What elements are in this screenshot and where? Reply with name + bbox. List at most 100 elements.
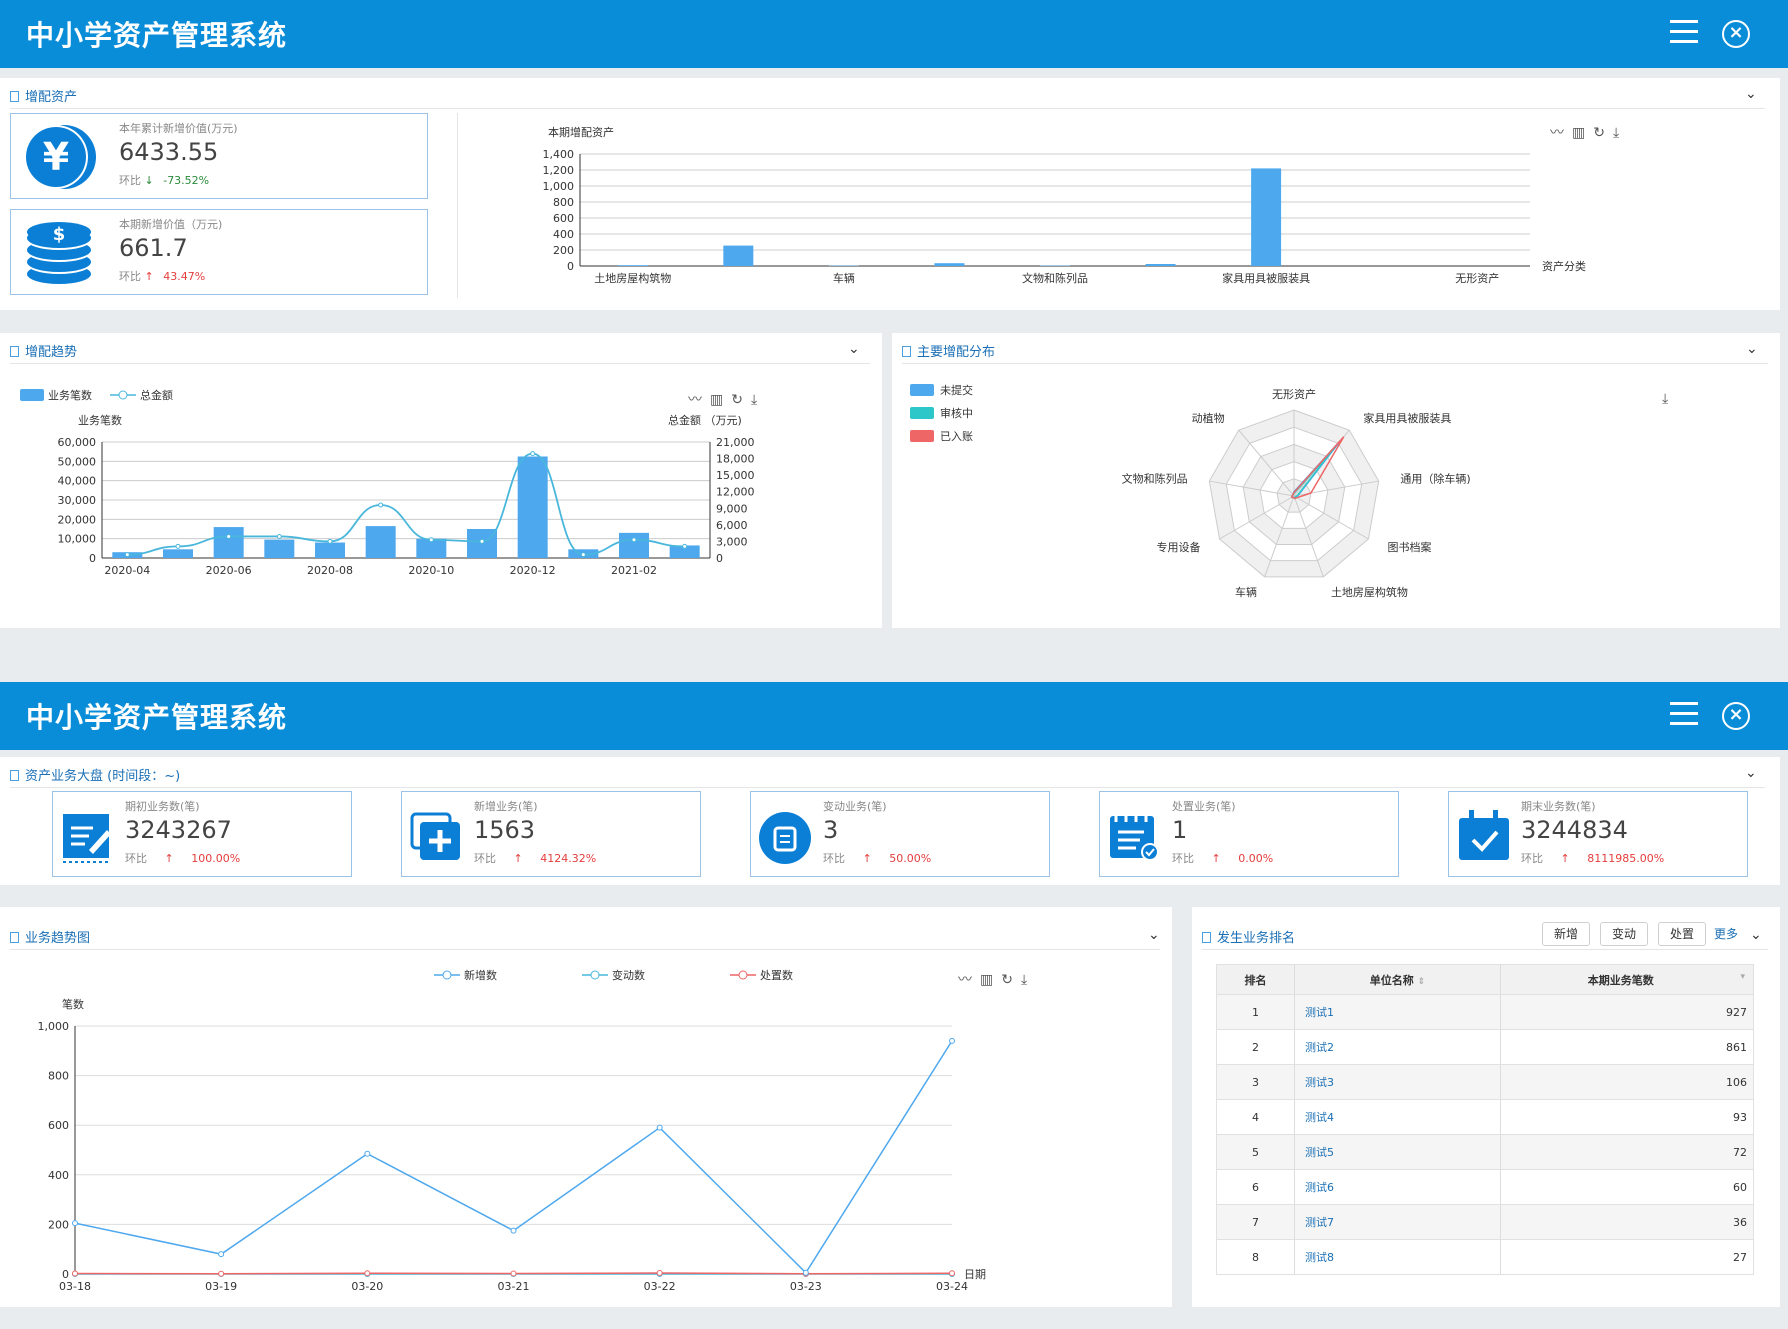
line-point: [530, 451, 536, 457]
panel-title: 发生业务排名: [1217, 931, 1296, 946]
stat-card: ¥ 本年累计新增价值(万元) 6433.55 环比 ↓ -73.52%: [10, 113, 428, 199]
radar-indicator-label: 动植物: [1192, 411, 1225, 425]
table-row[interactable]: 2 测试2 861: [1216, 1029, 1754, 1065]
panel-title: 业务趋势图: [25, 931, 91, 946]
chart-toolbox[interactable]: 〰▥↻⤓: [958, 969, 1035, 989]
refresh-icon: ↻: [1593, 125, 1613, 141]
change-value: 50.00%: [889, 852, 932, 865]
unit-name-link[interactable]: 测试2: [1294, 1029, 1501, 1065]
y2-tick-label: 12,000: [716, 486, 755, 499]
svg-text:$: $: [53, 224, 66, 245]
unit-name-link[interactable]: 测试4: [1294, 1099, 1501, 1135]
x-tick-label: 2020-08: [307, 564, 353, 577]
bar: [617, 265, 648, 266]
stat-card: 处置业务(笔) 1 环比 ↑ 0.00%: [1099, 791, 1399, 877]
legend-label: 已入账: [940, 430, 973, 443]
bar: [163, 549, 193, 558]
x-tick-label: 03-22: [644, 1280, 676, 1293]
chevron-down-icon[interactable]: ⌄: [1746, 341, 1758, 357]
table-row[interactable]: 5 测试5 72: [1216, 1134, 1754, 1170]
y-tick-label: 30,000: [58, 494, 97, 507]
x-tick-label: 无形资产: [1455, 271, 1499, 284]
unit-name-link[interactable]: 测试6: [1294, 1169, 1501, 1205]
stat-card: $ 本期新增价值（万元) 661.7 环比 ↑ 43.47%: [10, 209, 428, 295]
line-chart-icon: 〰: [1550, 125, 1572, 141]
stat-value: 1: [1172, 816, 1188, 844]
chart-toolbox[interactable]: 〰▥↻⤓: [1550, 122, 1627, 142]
radar-indicator-label: 无形资产: [1272, 387, 1316, 401]
arrow-up-icon: ↑: [1211, 852, 1221, 865]
y-tick-label: 1,400: [543, 148, 575, 161]
dispose-button[interactable]: 处置: [1658, 922, 1706, 946]
legend-label: 变动数: [612, 968, 645, 982]
chevron-down-icon[interactable]: ⌄: [1148, 927, 1160, 943]
x-tick-label: 2020-10: [408, 564, 454, 577]
x-axis-label: 资产分类: [1542, 259, 1586, 273]
bar: [619, 532, 649, 558]
unit-name-link[interactable]: 测试8: [1294, 1239, 1501, 1275]
line-series: [127, 452, 685, 556]
legend-swatch: [910, 384, 934, 396]
menu-icon[interactable]: [1670, 20, 1698, 44]
bar: [365, 526, 396, 558]
unit-name-link[interactable]: 测试7: [1294, 1204, 1501, 1240]
more-link[interactable]: 更多: [1714, 927, 1739, 941]
table-row[interactable]: 8 测试8 27: [1216, 1239, 1754, 1275]
change-button[interactable]: 变动: [1600, 922, 1648, 946]
radar-axis: [1219, 495, 1295, 540]
table-row[interactable]: 1 测试1 927: [1216, 994, 1754, 1030]
legend-swatch: [590, 970, 600, 980]
legend-label: 总金额: [140, 388, 173, 402]
unit-name-link[interactable]: 测试1: [1294, 994, 1501, 1030]
bar-chart-icon: ▥: [1572, 125, 1594, 141]
new-button[interactable]: 新增: [1542, 922, 1590, 946]
dashboard-panel: 资产业务大盘 (时间段：~) ⌄ 期初业务数(笔) 3243267 环比 ↑ 1…: [0, 757, 1780, 885]
table-row[interactable]: 6 测试6 60: [1216, 1169, 1754, 1205]
calendar-check-icon: [1110, 814, 1159, 861]
y-tick-label: 10,000: [58, 533, 97, 546]
chevron-down-icon[interactable]: ⌄: [1745, 86, 1757, 102]
line-point: [72, 1220, 78, 1227]
line-chart-icon: 〰: [688, 392, 710, 408]
legend-label: 新增数: [464, 968, 497, 982]
line-point: [218, 1251, 225, 1258]
radar-indicator-label: 土地房屋构筑物: [1331, 585, 1408, 599]
x-tick-label: 03-20: [351, 1280, 383, 1293]
line-point: [682, 543, 688, 549]
line-point: [479, 538, 485, 544]
table-row[interactable]: 3 测试3 106: [1216, 1064, 1754, 1100]
radar-axis: [1293, 495, 1369, 540]
line-point: [656, 1270, 663, 1277]
arrow-up-icon: ↑: [144, 270, 154, 283]
unit-name-link[interactable]: 测试3: [1294, 1064, 1501, 1100]
close-icon[interactable]: ×: [1722, 702, 1750, 730]
line-point: [218, 1270, 225, 1277]
chevron-down-icon[interactable]: ⌄: [1750, 927, 1762, 943]
download-icon[interactable]: ⤓: [1662, 391, 1677, 407]
bar: [1145, 264, 1176, 266]
stat-value: 3: [823, 816, 839, 844]
legend-swatch: [118, 390, 128, 400]
chevron-down-icon[interactable]: ⌄: [848, 341, 860, 357]
line-point: [327, 538, 333, 544]
chevron-down-icon[interactable]: ⌄: [1745, 765, 1757, 781]
chart-toolbox[interactable]: 〰▥↻⤓: [688, 389, 765, 409]
line-point: [226, 533, 232, 539]
arrow-up-icon: ↑: [164, 852, 174, 865]
y2-tick-label: 6,000: [716, 519, 748, 532]
stat-value: 661.7: [119, 234, 188, 262]
bar: [669, 545, 700, 558]
bar: [264, 539, 295, 558]
x-tick-label: 03-19: [205, 1280, 237, 1293]
y-tick-label: 1,200: [543, 164, 575, 177]
table-row[interactable]: 4 测试4 93: [1216, 1099, 1754, 1135]
svg-text:¥: ¥: [43, 135, 69, 179]
menu-icon[interactable]: [1670, 702, 1698, 726]
y-tick-label: 0: [89, 552, 96, 565]
close-icon[interactable]: ×: [1722, 20, 1750, 48]
unit-name-link[interactable]: 测试5: [1294, 1134, 1501, 1170]
stat-card: 变动业务(笔) 3 环比 ↑ 50.00%: [750, 791, 1050, 877]
table-row[interactable]: 7 测试7 36: [1216, 1204, 1754, 1240]
asset-bar-chart: 本期增配资产 1,400 1,200 1,000 800 600 400 200 0 土地房屋构筑…: [543, 125, 1587, 284]
bar-chart-icon: ▥: [980, 972, 1002, 988]
